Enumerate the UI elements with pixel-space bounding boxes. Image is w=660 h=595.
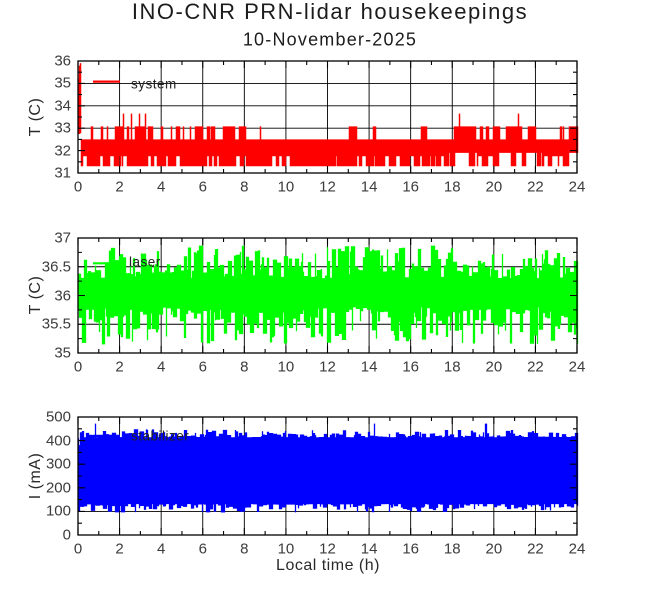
x-tick-label: 10 bbox=[277, 358, 295, 376]
x-tick-label: 16 bbox=[402, 540, 419, 558]
x-tick-label: 16 bbox=[402, 358, 419, 376]
x-tick-label: 4 bbox=[156, 358, 166, 376]
x-tick-label: 16 bbox=[402, 178, 419, 196]
y-tick-label: 32 bbox=[54, 142, 71, 160]
y-axis-title-system: T (C) bbox=[27, 97, 44, 137]
y-tick-label: 500 bbox=[45, 408, 71, 426]
figure-date: 10-November-2025 bbox=[242, 29, 418, 50]
y-tick-label: 35 bbox=[54, 74, 71, 92]
x-tick-label: 14 bbox=[360, 178, 378, 196]
x-tick-label: 2 bbox=[115, 178, 124, 196]
x-tick-label: 12 bbox=[319, 358, 336, 376]
x-tick-label: 6 bbox=[198, 178, 207, 196]
x-tick-label: 8 bbox=[240, 178, 249, 196]
x-tick-label: 18 bbox=[443, 540, 461, 558]
x-tick-label: 12 bbox=[319, 178, 336, 196]
y-tick-label: 31 bbox=[54, 164, 71, 182]
x-tick-label: 2 bbox=[115, 358, 124, 376]
legend-label-stabilizer: stabilizer bbox=[131, 428, 190, 444]
x-tick-label: 18 bbox=[443, 178, 461, 196]
y-tick-label: 37 bbox=[54, 229, 71, 247]
y-tick-label: 200 bbox=[45, 479, 71, 497]
x-tick-label: 6 bbox=[198, 540, 207, 558]
y-tick-label: 36 bbox=[54, 52, 71, 70]
x-tick-label: 22 bbox=[527, 358, 544, 376]
x-tick-label: 20 bbox=[485, 358, 503, 376]
y-tick-label: 33 bbox=[54, 119, 71, 137]
x-tick-label: 24 bbox=[568, 178, 586, 196]
figure-title: INO-CNR PRN-lidar housekeepings bbox=[131, 0, 529, 24]
x-tick-label: 10 bbox=[277, 178, 295, 196]
y-tick-label: 36.5 bbox=[41, 258, 71, 276]
x-tick-label: 0 bbox=[73, 540, 83, 558]
x-tick-label: 22 bbox=[527, 540, 544, 558]
x-tick-label: 4 bbox=[156, 540, 166, 558]
x-tick-label: 22 bbox=[527, 178, 544, 196]
y-axis-title-stabilizer: I (mA) bbox=[27, 452, 44, 500]
x-tick-label: 14 bbox=[360, 540, 378, 558]
y-tick-label: 300 bbox=[45, 455, 71, 473]
x-tick-label: 0 bbox=[73, 178, 83, 196]
y-tick-label: 36 bbox=[54, 287, 71, 304]
x-tick-label: 4 bbox=[156, 178, 166, 196]
legend-label-laser: laser bbox=[129, 254, 161, 270]
x-tick-label: 24 bbox=[568, 540, 586, 558]
x-tick-label: 2 bbox=[115, 540, 124, 558]
y-tick-label: 400 bbox=[45, 432, 71, 450]
x-tick-label: 18 bbox=[443, 358, 461, 376]
x-tick-label: 8 bbox=[240, 540, 249, 558]
x-tick-label: 6 bbox=[198, 358, 207, 376]
y-tick-label: 35 bbox=[54, 344, 71, 362]
y-tick-label: 35.5 bbox=[41, 315, 71, 333]
x-tick-label: 20 bbox=[485, 178, 503, 196]
y-tick-label: 100 bbox=[45, 502, 71, 520]
x-tick-label: 24 bbox=[568, 358, 586, 376]
x-tick-label: 14 bbox=[360, 358, 378, 376]
x-axis-title: Local time (h) bbox=[276, 557, 380, 574]
y-tick-label: 0 bbox=[62, 526, 71, 544]
x-tick-label: 10 bbox=[277, 540, 295, 558]
x-tick-label: 0 bbox=[73, 358, 83, 376]
x-tick-label: 12 bbox=[319, 540, 336, 558]
y-tick-label: 34 bbox=[54, 97, 71, 115]
x-tick-label: 8 bbox=[240, 358, 249, 376]
y-axis-title-laser: T (C) bbox=[27, 275, 44, 315]
x-tick-label: 20 bbox=[485, 540, 503, 558]
legend-label-system: system bbox=[131, 76, 177, 92]
